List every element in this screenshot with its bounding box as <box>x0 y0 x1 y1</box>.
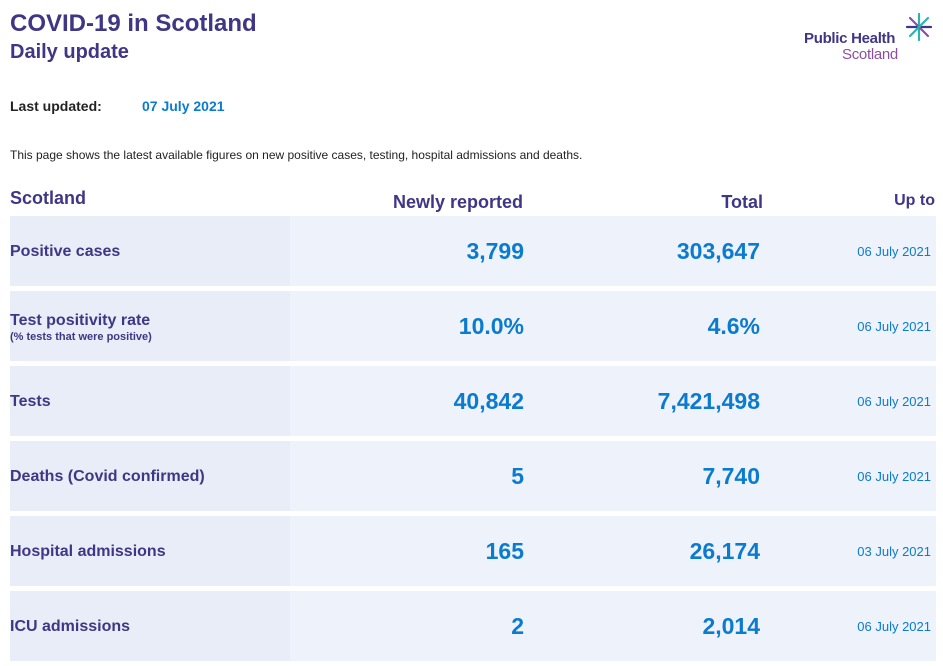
phs-logo[interactable]: Public Health Scotland <box>800 12 940 67</box>
table-row-hospital-admissions: Hospital admissions 165 26,174 03 July 2… <box>10 516 936 586</box>
row-label: Tests <box>10 393 51 410</box>
table-row-positive-cases: Positive cases 3,799 303,647 06 July 202… <box>10 216 936 286</box>
total-value: 26,174 <box>689 538 760 564</box>
column-header-newly-reported: Newly reported <box>393 192 524 212</box>
total-value: 7,740 <box>702 463 760 489</box>
newly-reported-value: 165 <box>485 538 524 564</box>
row-label: Positive cases <box>10 243 121 260</box>
column-header-total: Total <box>721 192 763 212</box>
table-row-deaths: Deaths (Covid confirmed) 5 7,740 06 July… <box>10 441 936 511</box>
up-to-date: 06 July 2021 <box>857 394 931 409</box>
row-label-cell: Positive cases <box>10 216 290 286</box>
row-sublabel: (% tests that were positive) <box>10 331 152 343</box>
row-label-cell: Hospital admissions <box>10 516 290 586</box>
last-updated-value: 07 July 2021 <box>142 98 225 114</box>
logo-text-line2: Scotland <box>842 46 898 63</box>
newly-reported-value: 10.0% <box>458 313 524 339</box>
logo-text-line1: Public Health <box>804 30 896 47</box>
row-label-cell: Deaths (Covid confirmed) <box>10 441 290 511</box>
up-to-date: 06 July 2021 <box>857 319 931 334</box>
table-row-tests: Tests 40,842 7,421,498 06 July 2021 <box>10 366 936 436</box>
intro-text: This page shows the latest available fig… <box>10 148 583 162</box>
page-title: COVID-19 in Scotland <box>10 10 257 37</box>
row-label: Test positivity rate <box>10 312 151 329</box>
row-label: ICU admissions <box>10 618 131 635</box>
total-value: 2,014 <box>702 613 760 639</box>
column-header-up-to: Up to <box>894 192 935 209</box>
newly-reported-value: 2 <box>511 613 524 639</box>
up-to-date: 03 July 2021 <box>857 544 931 559</box>
row-label-cell: ICU admissions <box>10 591 290 661</box>
row-label-cell: Tests <box>10 366 290 436</box>
total-value: 303,647 <box>676 238 760 264</box>
up-to-date: 06 July 2021 <box>857 619 931 634</box>
newly-reported-value: 40,842 <box>453 388 524 414</box>
up-to-date: 06 July 2021 <box>857 469 931 484</box>
phs-star-icon <box>905 12 933 42</box>
row-label: Deaths (Covid confirmed) <box>10 468 205 485</box>
newly-reported-value: 3,799 <box>466 238 524 264</box>
last-updated-label: Last updated: <box>10 98 102 114</box>
row-label-cell: Test positivity rate (% tests that were … <box>10 291 290 361</box>
up-to-date: 06 July 2021 <box>857 244 931 259</box>
page-subtitle: Daily update <box>10 41 129 63</box>
newly-reported-value: 5 <box>511 463 524 489</box>
total-value: 7,421,498 <box>657 388 760 414</box>
row-label: Hospital admissions <box>10 543 166 560</box>
table-row-test-positivity-rate: Test positivity rate (% tests that were … <box>10 291 936 361</box>
total-value: 4.6% <box>707 313 760 339</box>
table-row-icu-admissions: ICU admissions 2 2,014 06 July 2021 <box>10 591 936 661</box>
column-header-region: Scotland <box>10 188 87 208</box>
